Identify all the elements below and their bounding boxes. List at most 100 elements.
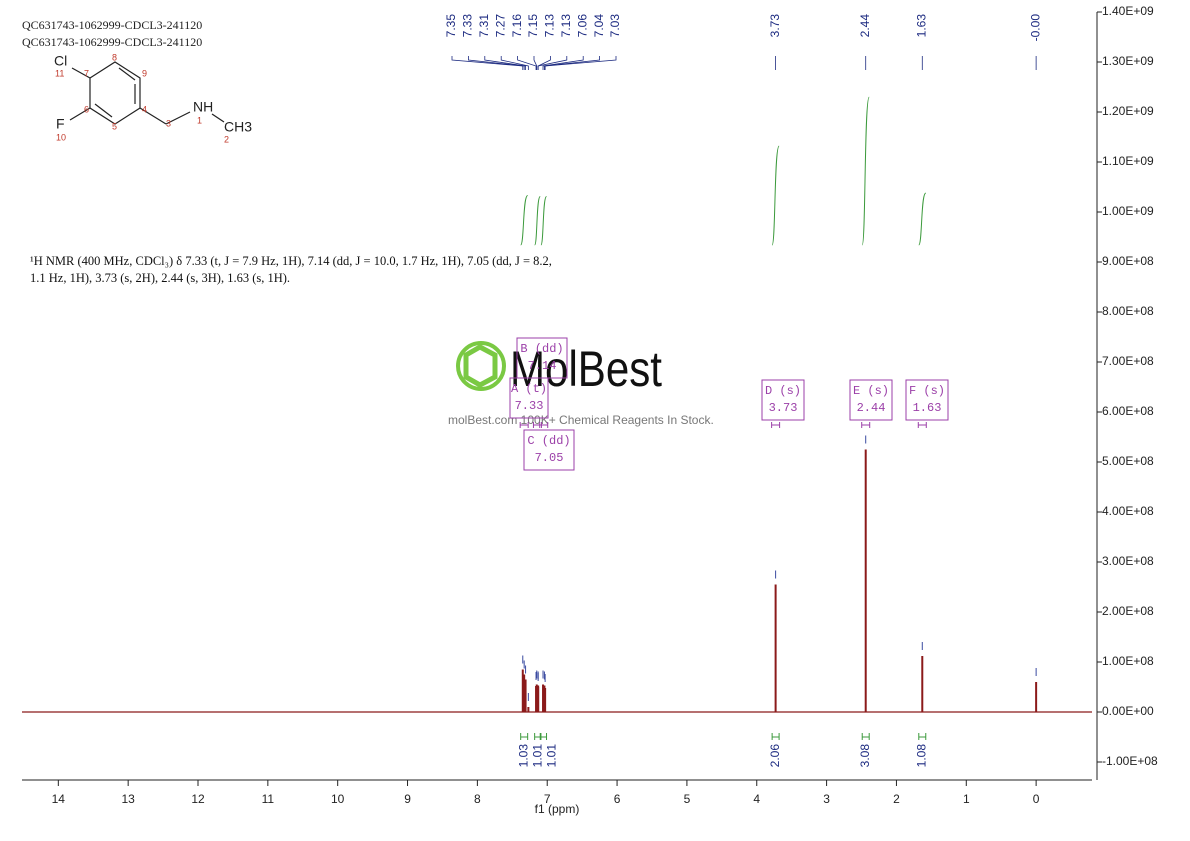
multiplet-name: B (dd) xyxy=(520,342,563,356)
watermark-tagline: molBest.com 100K+ Chemical Reagents In S… xyxy=(448,413,714,427)
multiplet-name: D (s) xyxy=(765,384,801,398)
y-tick-label: 1.30E+09 xyxy=(1102,54,1154,68)
y-tick-label: 7.00E+08 xyxy=(1102,354,1154,368)
x-tick-label: 2 xyxy=(893,792,900,806)
x-axis-label: f1 (ppm) xyxy=(535,802,580,816)
atom-number: 8 xyxy=(112,52,117,62)
multiplet-box xyxy=(905,379,949,421)
integral-bracket xyxy=(540,733,548,740)
atom-number: 11 xyxy=(55,68,64,78)
bond xyxy=(139,107,167,125)
molecule xyxy=(69,61,225,125)
multiplet-box xyxy=(849,379,893,421)
peak-label-leader xyxy=(544,56,617,70)
y-tick-label: 1.20E+09 xyxy=(1102,104,1154,118)
peak-label: 7.03 xyxy=(608,14,622,38)
multiplet-box xyxy=(523,429,575,471)
integral-label: 1.03 xyxy=(516,744,530,768)
multiplet-bracket xyxy=(519,422,529,428)
atom: NH xyxy=(193,99,213,115)
peak-label: 1.63 xyxy=(914,14,928,38)
bond xyxy=(71,67,91,79)
integral-curve xyxy=(771,145,780,246)
integral-bracket xyxy=(520,733,529,740)
atom-number: 7 xyxy=(84,68,89,78)
peak-label: 7.06 xyxy=(575,14,589,38)
multiplet-bracket xyxy=(771,422,781,428)
y-tick-label: 1.10E+09 xyxy=(1102,154,1154,168)
peak-label: 7.27 xyxy=(493,14,507,38)
peak-label-leader xyxy=(542,56,584,70)
peak-label: 7.13 xyxy=(559,14,573,38)
peak-label: 7.04 xyxy=(592,14,606,38)
x-tick-label: 11 xyxy=(262,792,275,806)
integral-curve xyxy=(540,196,548,246)
header-line: QC631743-1062999-CDCL3-241120 xyxy=(22,18,202,32)
peak-label-leader xyxy=(451,56,524,70)
multiplet-name: E (s) xyxy=(853,384,889,398)
integral-label: 1.01 xyxy=(544,744,558,768)
multiplet-value: 7.14 xyxy=(528,359,557,373)
y-tick-label: -1.00E+08 xyxy=(1102,754,1158,768)
x-tick-label: 7 xyxy=(544,792,551,806)
atom: Cl xyxy=(54,53,67,69)
x-tick-label: 3 xyxy=(823,792,830,806)
x-tick-label: 13 xyxy=(121,792,135,806)
multiplet-bracket xyxy=(861,422,871,428)
integral-curve xyxy=(520,195,529,246)
multiplet-value: 7.33 xyxy=(515,399,544,413)
multiplet-value: 7.05 xyxy=(535,451,564,465)
multiplet-box xyxy=(761,379,805,421)
y-tick-label: 3.00E+08 xyxy=(1102,554,1154,568)
integral-label: 2.06 xyxy=(768,744,782,768)
atom: CH3 xyxy=(224,119,252,135)
multiplet-box xyxy=(516,337,568,379)
atom-labels: Cl F NH CH3 xyxy=(54,53,252,135)
peak-label: 7.33 xyxy=(461,14,475,38)
peak-label: 7.35 xyxy=(444,14,458,38)
y-tick-label: 4.00E+08 xyxy=(1102,504,1154,518)
ring xyxy=(89,61,141,125)
y-tick-label: 1.00E+08 xyxy=(1102,654,1154,668)
integral-label: 1.01 xyxy=(530,744,544,768)
y-tick-label: 2.00E+08 xyxy=(1102,604,1154,618)
atom: F xyxy=(56,116,65,132)
atom-number: 3 xyxy=(166,118,171,128)
atom-number: 5 xyxy=(112,121,117,131)
integral-bracket xyxy=(534,733,541,740)
integral-label: 3.08 xyxy=(858,744,872,768)
peak-label-leader xyxy=(468,56,525,70)
x-tick-label: 9 xyxy=(404,792,411,806)
multiplet-value: 1.63 xyxy=(913,401,942,415)
integral-label: 1.08 xyxy=(914,744,928,768)
atom-number: 6 xyxy=(84,104,89,114)
atom-number: 1 xyxy=(197,115,202,125)
peak-label-leader xyxy=(484,56,526,70)
watermark: MolBest molBest.com 100K+ Chemical Reage… xyxy=(448,341,714,427)
x-tick-label: 14 xyxy=(52,792,66,806)
peak-label: 2.44 xyxy=(858,14,872,38)
x-tick-label: 8 xyxy=(474,792,481,806)
header-line: QC631743-1062999-CDCL3-241120 xyxy=(22,35,202,49)
atom-number: 2 xyxy=(224,134,229,144)
integral-curve xyxy=(534,196,541,246)
atom-numbers: 11 10 1 2 7 8 9 4 5 6 3 xyxy=(55,52,229,144)
y-tick-label: 1.40E+09 xyxy=(1102,4,1154,18)
bond xyxy=(94,103,113,118)
x-tick-label: 0 xyxy=(1033,792,1040,806)
integral-bracket xyxy=(918,733,927,740)
integral-bracket xyxy=(771,733,780,740)
x-tick-label: 4 xyxy=(753,792,760,806)
description: ¹H NMR (400 MHz, CDCl₃) δ 7.33 (t, J = 7… xyxy=(30,254,552,268)
logo xyxy=(463,344,498,388)
bond xyxy=(118,67,136,81)
logo xyxy=(456,341,506,391)
multiplet-bracket xyxy=(539,422,549,428)
peak-label-leader xyxy=(517,56,537,70)
y-tick-label: 0.00E+00 xyxy=(1102,704,1154,718)
peak-label-leader xyxy=(533,56,538,70)
y-tick-label: 5.00E+08 xyxy=(1102,454,1154,468)
multiplet-value: 2.44 xyxy=(857,401,886,415)
bond xyxy=(165,111,191,125)
x-tick-label: 6 xyxy=(614,792,621,806)
